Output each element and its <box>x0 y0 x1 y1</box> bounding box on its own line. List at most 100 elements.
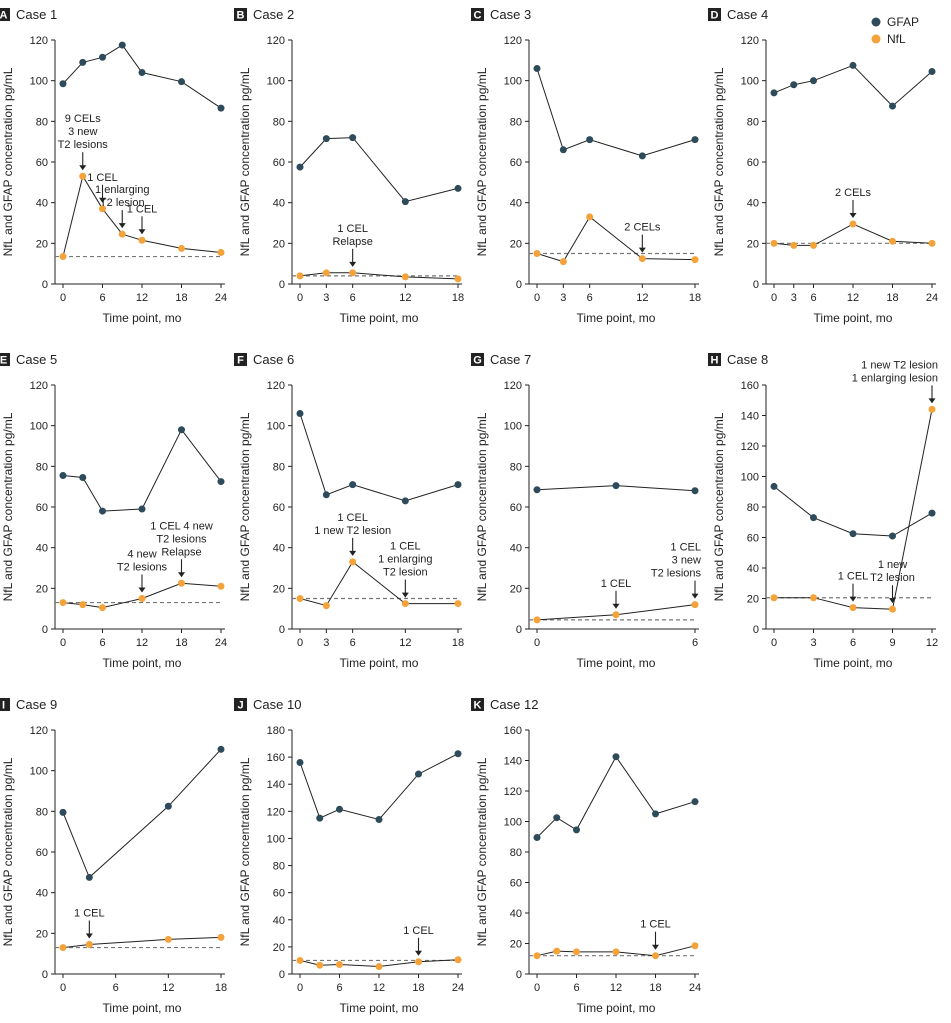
panel-a-x-tick-label: 6 <box>99 292 105 304</box>
panel-d-letter: D <box>711 10 719 22</box>
panel-e-letter: E <box>0 355 7 367</box>
panel-d-y-tick-label: 40 <box>747 198 759 210</box>
panel-i: I Case 9 0 20 40 60 80 100 120 0 6 12 18 Time point, … <box>0 697 227 1015</box>
panel-k-annotation-arrowhead <box>652 944 659 950</box>
panel-e-annotation-text: Relapse <box>161 546 201 558</box>
panel-c-y-tick-label: 80 <box>510 116 522 128</box>
panel-k-y-tick-label: 0 <box>516 969 522 981</box>
panel-d-gfap-point <box>849 61 857 69</box>
panel-h-nfl-point <box>770 594 778 602</box>
panel-j-letter: J <box>237 700 243 712</box>
panel-i-y-tick-label: 60 <box>36 847 48 859</box>
panel-c-x-tick-label: 18 <box>689 292 701 304</box>
panel-j-gfap-point <box>375 815 383 823</box>
panel-d-title: Case 4 <box>727 7 768 22</box>
panel-d-y-tick-label: 20 <box>747 238 759 250</box>
panel-j-y-tick-label: 180 <box>267 725 285 737</box>
panel-k-nfl-point <box>533 952 541 960</box>
panel-j-nfl-point <box>336 961 343 969</box>
panel-c-x-tick-label: 6 <box>587 292 593 304</box>
panel-c-x-tick-label: 12 <box>636 292 648 304</box>
panel-k-title: Case 12 <box>490 697 538 712</box>
panel-a-gfap-point <box>118 41 126 49</box>
panel-k-x-tick-label: 0 <box>534 982 540 994</box>
panel-k-x-tick-label: 24 <box>689 982 701 994</box>
panel-h-y-tick-label: 140 <box>741 411 759 423</box>
panel-d-x-tick-label: 24 <box>926 292 938 304</box>
panel-k: K Case 12 0 20 40 60 80 100 120 140 160 0 6 12 18 24 Tim… <box>471 697 701 1015</box>
panel-b-x-tick-label: 12 <box>399 292 411 304</box>
panel-b-annotation-text: Relapse <box>332 236 372 248</box>
panel-f-title: Case 6 <box>253 352 294 367</box>
panel-a-y-tick-label: 100 <box>30 76 48 88</box>
panel-f-gfap-point <box>349 481 357 489</box>
panel-k-gfap-point <box>691 798 699 806</box>
panel-b-annotation-arrowhead <box>349 261 357 267</box>
panel-a-y-tick-label: 0 <box>42 279 48 291</box>
panel-j: J Case 10 0 20 40 60 80 100 120 140 160 180 0 6 12 18 24… <box>234 697 464 1015</box>
panel-b-gfap-point <box>322 135 330 143</box>
panel-a-annotation-text: T2 lesion <box>100 197 145 209</box>
panel-c-y-tick-label: 0 <box>516 279 522 291</box>
legend-nfl-label: NfL <box>887 32 906 46</box>
panel-h-annotation-arrowhead <box>928 398 936 404</box>
panel-h-y-tick-label: 0 <box>753 624 759 636</box>
panel-i-x-tick-label: 18 <box>215 982 227 994</box>
panel-i-x-tick-label: 12 <box>162 982 174 994</box>
panel-d-nfl-point <box>849 220 857 228</box>
panel-c-nfl-point <box>559 258 567 266</box>
panel-c-annotation-arrowhead <box>638 247 646 253</box>
panel-b-nfl-point <box>454 275 462 283</box>
panel-g-y-tick-label: 0 <box>516 624 522 636</box>
panel-g-nfl-point <box>691 601 699 609</box>
panel-b-nfl-point <box>349 269 357 277</box>
panel-c: C Case 3 0 20 40 60 80 100 120 0 3 6 12 18 Time point,… <box>471 7 701 325</box>
panel-e-nfl-point <box>138 595 146 602</box>
panel-d-annotation-arrowhead <box>849 213 857 219</box>
panel-b: B Case 2 0 20 40 60 80 100 120 0 3 6 12 18 Time point,… <box>234 7 464 325</box>
panel-i-letter: I <box>2 700 5 712</box>
panel-d-nfl-point <box>790 241 798 249</box>
legend-nfl-marker <box>871 34 881 44</box>
panel-j-y-tick-label: 100 <box>267 833 285 845</box>
panel-j-y-tick-label: 160 <box>267 752 285 764</box>
panel-j-title: Case 10 <box>253 697 301 712</box>
panel-f-annotation-arrowhead <box>401 592 409 598</box>
panel-c-nfl-line <box>536 216 696 263</box>
panel-b-letter: B <box>237 10 245 22</box>
panel-j-y-tick-label: 40 <box>273 915 285 927</box>
panel-f-annotation-text: 1 new T2 lesion <box>314 525 391 537</box>
panel-k-y-tick-label: 140 <box>504 756 522 768</box>
panel-a-gfap-line <box>62 44 222 109</box>
panel-g-annotation-arrowhead <box>612 603 620 609</box>
panel-i-y-tick-label: 40 <box>36 888 48 900</box>
panel-d-x-tick-label: 18 <box>886 292 898 304</box>
panel-i-y-tick-label: 80 <box>36 806 48 818</box>
panel-h-annotation-arrowhead <box>849 596 857 602</box>
panel-g-y-tick-label: 40 <box>510 543 522 555</box>
panel-a-nfl-point <box>79 172 87 180</box>
panel-g-nfl-point <box>533 616 541 624</box>
panel-b-y-tick-label: 60 <box>273 157 285 169</box>
panel-b-y-tick-label: 80 <box>273 116 285 128</box>
panel-e-y-tick-label: 0 <box>42 624 48 636</box>
panel-a-annotation-arrowhead <box>79 165 87 171</box>
panel-f-y-tick-label: 60 <box>273 502 285 514</box>
panel-g-annotation-text: T2 lesions <box>651 568 702 580</box>
panel-c-title: Case 3 <box>490 7 531 22</box>
panel-h-gfap-point <box>849 530 857 538</box>
panel-g-gfap-point <box>691 487 699 495</box>
legend-gfap-marker <box>871 17 881 27</box>
panel-a-annotation: 1 CEL <box>87 172 118 203</box>
panel-c-letter: C <box>474 10 482 22</box>
panel-a-gfap-point <box>99 53 106 61</box>
panel-f-x-tick-label: 18 <box>452 637 464 649</box>
panel-a-gfap-point <box>178 78 185 86</box>
panel-i-y-tick-label: 20 <box>36 928 48 940</box>
panel-g-gfap-point <box>533 486 541 494</box>
panel-f-x-tick-label: 6 <box>350 637 356 649</box>
panel-e-annotation-text: 1 CEL 4 new <box>150 520 213 532</box>
